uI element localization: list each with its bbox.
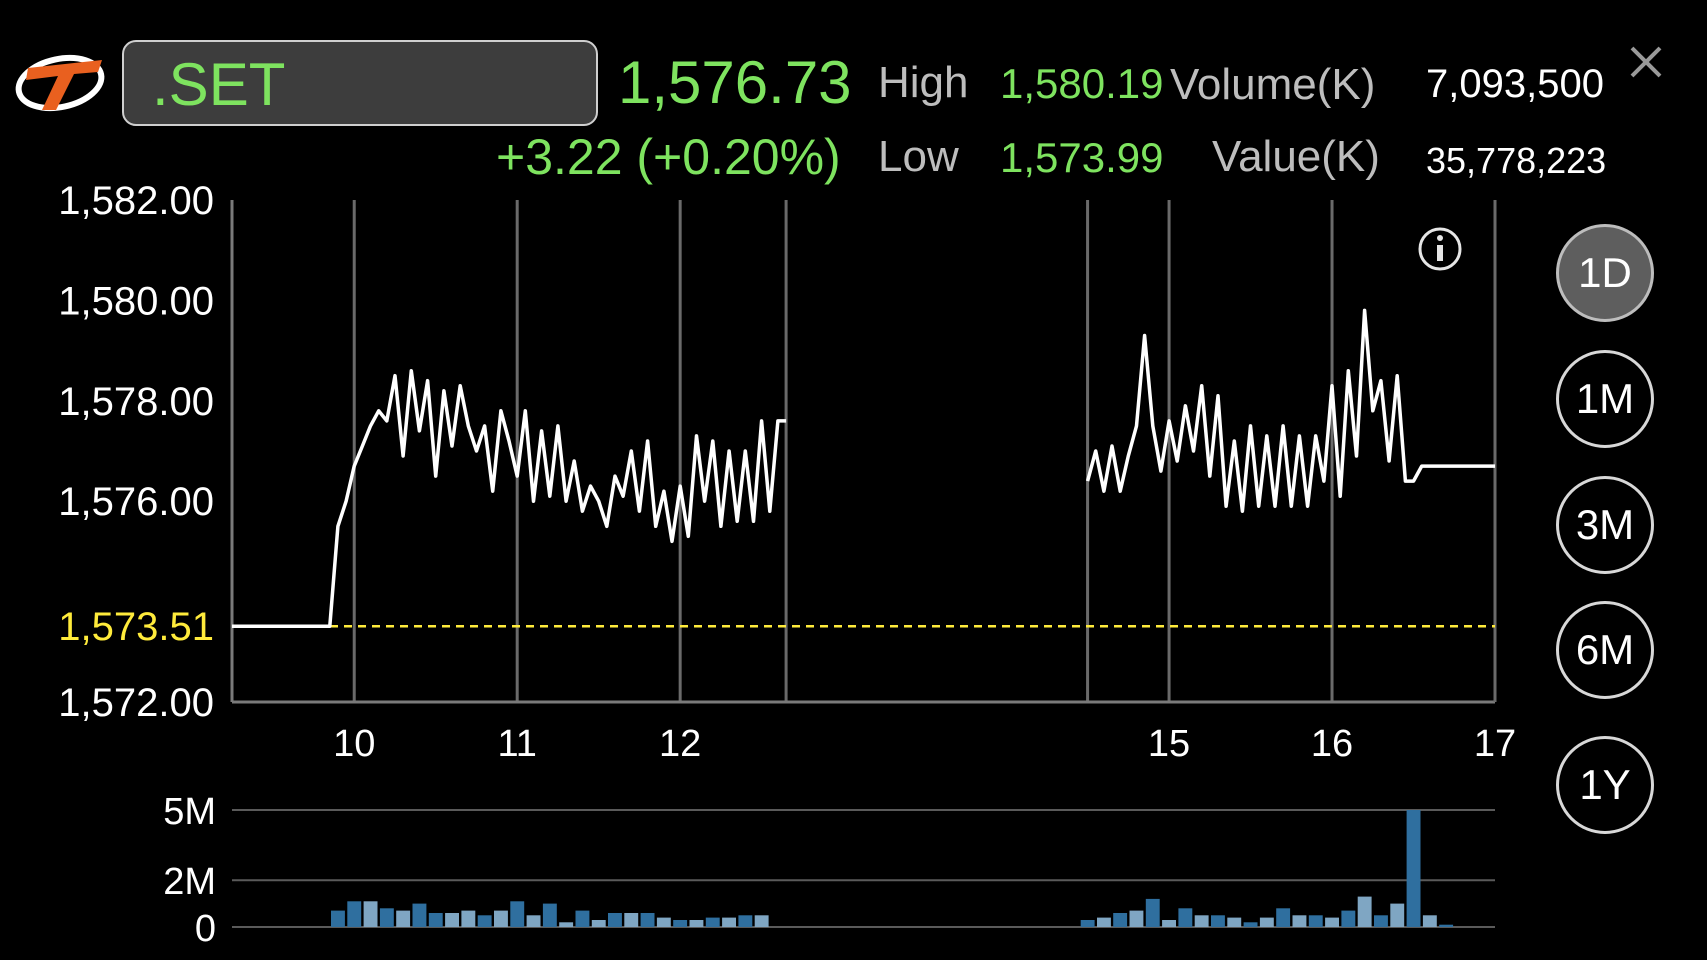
volume-bar (1292, 915, 1307, 927)
y-tick-label: 1,578.00 (58, 380, 214, 424)
volume-bar (461, 910, 476, 927)
volume-bar (1325, 917, 1339, 927)
volume-bar (331, 910, 345, 927)
volume-bar (1357, 896, 1372, 927)
x-tick-label: 11 (497, 723, 536, 765)
volume-bar (591, 920, 606, 927)
prev-close-label: 1,573.51 (58, 605, 214, 649)
symbol-input[interactable]: .SET (122, 40, 598, 126)
volume-bar (1145, 898, 1160, 927)
volume-bar (1259, 917, 1274, 927)
volume-bar (494, 910, 508, 927)
volume-bar (1341, 910, 1356, 927)
volume-value: 7,093,500 (1426, 62, 1604, 106)
volume-bar (559, 922, 574, 927)
symbol-text: .SET (152, 51, 286, 118)
volume-bar (689, 920, 704, 927)
volume-bar (477, 915, 492, 927)
volume-bar (754, 915, 769, 927)
high-label: High (878, 58, 969, 107)
volume-bar (738, 915, 753, 927)
volume-bar (510, 901, 525, 927)
volume-tick-label: 5M (163, 791, 216, 833)
y-tick-label: 1,580.00 (58, 279, 214, 323)
value-label: Value(K) (1212, 132, 1380, 181)
volume-label: Volume(K) (1170, 60, 1376, 109)
y-tick-label: 1,572.00 (58, 681, 214, 725)
volume-bar (1129, 910, 1144, 927)
x-tick-label: 12 (659, 723, 701, 765)
volume-bar (412, 903, 427, 927)
period-1d-button[interactable]: 1D (1556, 224, 1654, 322)
value-value: 35,778,223 (1426, 140, 1607, 181)
volume-bar (1097, 917, 1111, 927)
volume-bar (640, 913, 655, 927)
y-tick-label: 1,582.00 (58, 179, 214, 223)
period-6m-button[interactable]: 6M (1556, 601, 1654, 699)
volume-bar (542, 903, 557, 927)
last-price: 1,576.73 (618, 49, 852, 116)
price-line-series-1 (232, 368, 787, 628)
x-tick-label: 17 (1474, 723, 1516, 765)
volume-bar (1374, 915, 1388, 927)
period-1m-button[interactable]: 1M (1556, 350, 1654, 448)
period-1y-button[interactable]: 1Y (1556, 736, 1654, 834)
y-tick-label: 1,576.00 (58, 480, 214, 524)
volume-bar (1227, 917, 1242, 927)
close-icon[interactable] (1624, 40, 1668, 84)
period-3m-button[interactable]: 3M (1556, 476, 1654, 574)
volume-bar (526, 915, 541, 927)
high-value: 1,580.19 (1000, 60, 1164, 107)
volume-bar (722, 917, 736, 927)
x-tick-label: 15 (1148, 723, 1190, 765)
volume-bar (1243, 922, 1258, 927)
volume-bar (1211, 915, 1225, 927)
volume-bar (624, 913, 639, 927)
volume-bar (1390, 903, 1405, 927)
volume-bar (347, 901, 362, 927)
price-line-series-2 (1085, 308, 1495, 513)
volume-bar (1308, 915, 1323, 927)
volume-tick-label: 0 (195, 908, 216, 950)
volume-bar (428, 913, 443, 927)
volume-bar (396, 910, 411, 927)
volume-bar (379, 908, 394, 927)
x-tick-label: 16 (1311, 723, 1353, 765)
app-logo-icon (15, 54, 105, 112)
volume-bar (1194, 915, 1209, 927)
volume-bar (363, 901, 378, 927)
volume-bar (656, 917, 671, 927)
volume-bar (608, 913, 622, 927)
info-icon[interactable] (1418, 227, 1462, 271)
low-label: Low (878, 132, 959, 181)
volume-bar (575, 910, 590, 927)
volume-bar (705, 917, 720, 927)
volume-bar (1113, 913, 1128, 927)
volume-tick-label: 2M (163, 861, 216, 903)
x-tick-label: 10 (333, 723, 375, 765)
volume-bar (1406, 810, 1421, 927)
volume-bar (673, 920, 688, 927)
low-value: 1,573.99 (1000, 134, 1164, 181)
volume-bar (445, 913, 459, 927)
volume-bar (1162, 920, 1176, 927)
volume-bar (1276, 908, 1291, 927)
volume-bar (1178, 908, 1193, 927)
volume-bar (1080, 920, 1095, 927)
volume-bar (1439, 924, 1454, 927)
volume-bar (1422, 915, 1437, 927)
price-change: +3.22 (+0.20%) (496, 129, 841, 185)
